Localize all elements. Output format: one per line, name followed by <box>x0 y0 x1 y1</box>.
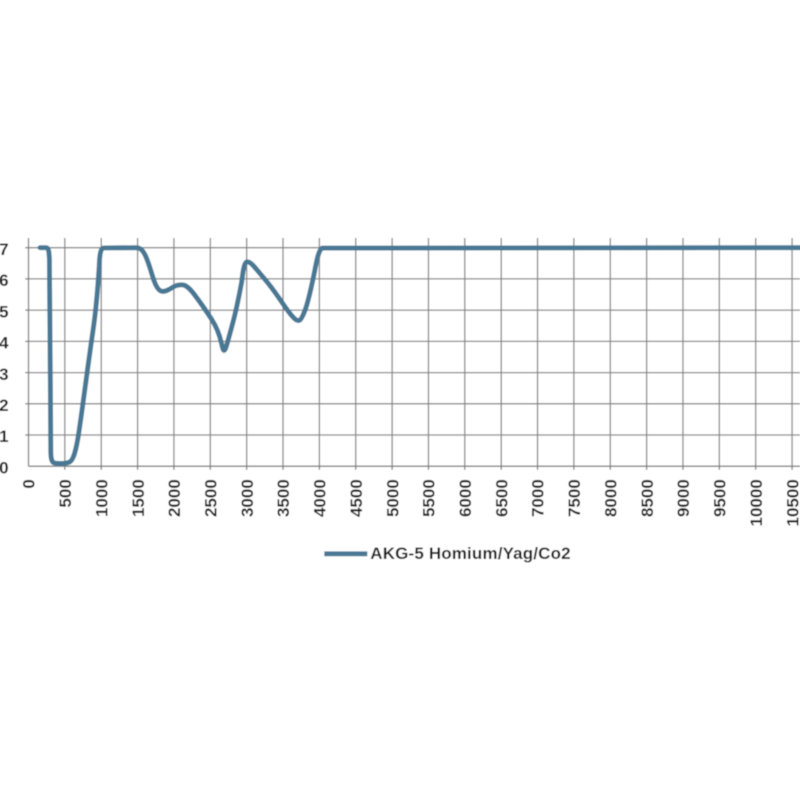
svg-text:6000: 6000 <box>456 479 475 517</box>
svg-text:5000: 5000 <box>383 479 402 517</box>
svg-text:1000: 1000 <box>92 479 111 517</box>
svg-text:6500: 6500 <box>492 479 511 517</box>
svg-text:4: 4 <box>0 334 9 353</box>
svg-text:9000: 9000 <box>674 479 693 517</box>
svg-text:4500: 4500 <box>347 479 366 517</box>
svg-text:7: 7 <box>0 240 9 259</box>
svg-text:2: 2 <box>0 396 9 415</box>
svg-text:8000: 8000 <box>601 479 620 517</box>
svg-text:2500: 2500 <box>202 479 221 517</box>
svg-text:10000: 10000 <box>747 479 766 526</box>
svg-text:1: 1 <box>0 427 9 446</box>
svg-text:9500: 9500 <box>711 479 730 517</box>
svg-text:500: 500 <box>56 479 75 507</box>
svg-text:8500: 8500 <box>638 479 657 517</box>
svg-text:7500: 7500 <box>565 479 584 517</box>
svg-text:3500: 3500 <box>274 479 293 517</box>
svg-text:1500: 1500 <box>129 479 148 517</box>
svg-text:0: 0 <box>20 479 39 488</box>
svg-text:AKG-5 Homium/Yag/Co2: AKG-5 Homium/Yag/Co2 <box>370 544 570 563</box>
svg-text:10500: 10500 <box>783 479 800 526</box>
svg-text:5500: 5500 <box>420 479 439 517</box>
svg-text:3000: 3000 <box>238 479 257 517</box>
svg-text:2000: 2000 <box>165 479 184 517</box>
svg-text:0: 0 <box>0 458 9 477</box>
svg-text:7000: 7000 <box>529 479 548 517</box>
svg-text:5: 5 <box>0 302 9 321</box>
svg-text:4000: 4000 <box>311 479 330 517</box>
svg-text:3: 3 <box>0 365 9 384</box>
svg-text:6: 6 <box>0 271 9 290</box>
